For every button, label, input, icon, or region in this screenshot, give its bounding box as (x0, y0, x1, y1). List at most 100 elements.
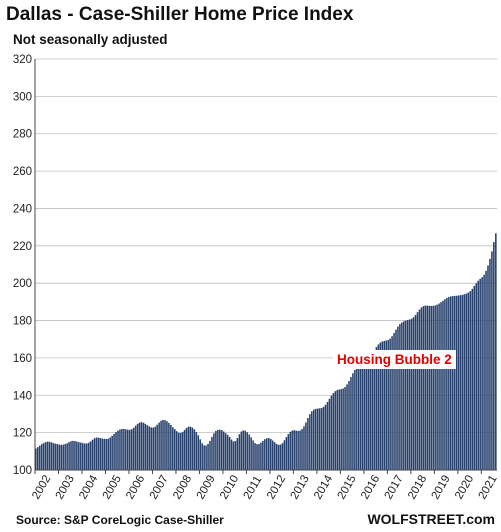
y-tick-label: 300 (13, 91, 32, 103)
data-bar (457, 295, 460, 470)
data-bar (279, 444, 282, 470)
data-bar (324, 404, 327, 470)
data-bar (316, 408, 319, 470)
data-bar (97, 437, 100, 470)
data-bar (36, 447, 39, 470)
annotation-label: Housing Bubble 2 (333, 350, 456, 369)
data-bar (130, 429, 133, 470)
chart-title: Dallas - Case-Shiller Home Price Index (6, 4, 354, 25)
x-tick-label: 2019 (430, 473, 453, 501)
data-bar (369, 357, 372, 470)
data-bar (177, 432, 180, 470)
data-bar (440, 302, 442, 470)
data-bar (254, 443, 256, 470)
data-bar (399, 324, 401, 470)
x-tick-label: 2006 (124, 473, 147, 501)
data-bar (438, 303, 440, 470)
data-bar (115, 432, 117, 470)
data-bar (495, 233, 497, 470)
data-bar (181, 431, 184, 470)
data-bar (312, 409, 315, 470)
data-bar (481, 277, 483, 470)
data-bar (144, 423, 147, 470)
data-bar (428, 305, 431, 470)
data-bar (70, 441, 72, 470)
data-bar (150, 427, 153, 470)
data-bar (117, 430, 119, 470)
data-bar (299, 430, 301, 470)
data-bar (336, 390, 339, 470)
data-bar (185, 427, 188, 470)
data-bar (471, 288, 474, 470)
x-tick-label: 2009 (195, 473, 218, 501)
data-bar (291, 430, 294, 470)
y-tick-label: 260 (13, 166, 32, 178)
data-bar (320, 407, 323, 470)
data-bar (234, 440, 237, 470)
data-bar (448, 297, 450, 470)
data-bar (295, 430, 297, 470)
data-bar (179, 433, 182, 470)
data-bar (430, 305, 433, 470)
data-bar (134, 425, 137, 470)
data-bar (195, 432, 198, 470)
data-bar (146, 425, 149, 470)
data-bar (142, 422, 145, 470)
data-bar (240, 431, 243, 470)
data-bar (487, 265, 489, 470)
data-bar (58, 444, 61, 470)
y-tick-label: 120 (13, 428, 32, 440)
data-bar (60, 444, 63, 470)
data-bar (236, 438, 239, 470)
data-bar (467, 292, 470, 470)
data-bar (105, 438, 108, 470)
data-bar (242, 430, 245, 470)
x-tick-label: 2018 (406, 473, 429, 501)
data-bar (361, 363, 364, 470)
data-bar (136, 423, 139, 470)
data-bar (305, 422, 307, 470)
data-bar (40, 444, 43, 470)
data-bar (401, 322, 403, 470)
x-tick-label: 2002 (30, 473, 53, 501)
chart-subtitle: Not seasonally adjusted (13, 32, 168, 47)
data-bar (473, 285, 476, 470)
data-bar (406, 319, 409, 470)
y-tick-label: 240 (13, 203, 32, 215)
data-bar (365, 361, 368, 470)
data-bar (62, 444, 64, 470)
bars (35, 233, 497, 470)
data-bar (170, 424, 172, 470)
data-bar (432, 305, 434, 470)
data-bar (358, 365, 360, 470)
data-bar (103, 438, 106, 470)
y-tick-label: 140 (13, 390, 32, 402)
data-bar (285, 437, 288, 470)
data-bar (78, 442, 80, 470)
data-bar (199, 439, 202, 470)
data-bar (99, 438, 102, 470)
data-bar (397, 326, 399, 470)
x-tick-label: 2020 (453, 473, 476, 501)
data-bar (377, 344, 380, 470)
data-bar (314, 408, 317, 470)
data-bar (148, 426, 151, 470)
data-bar (356, 367, 358, 470)
data-bar (203, 445, 205, 470)
y-tick-label: 100 (13, 465, 32, 477)
data-bar (266, 438, 268, 470)
data-bar (232, 441, 235, 470)
data-bar (281, 443, 284, 470)
data-bar (173, 429, 176, 470)
y-tick-label: 180 (13, 316, 32, 328)
data-bar (38, 445, 41, 470)
data-bar (211, 436, 213, 470)
data-bar (46, 441, 49, 470)
data-bar (91, 439, 94, 470)
source-note: Source: S&P CoreLogic Case-Shiller (16, 513, 224, 527)
data-bar (475, 283, 478, 470)
data-bar (64, 444, 66, 470)
data-bar (197, 435, 200, 470)
y-tick-label: 160 (13, 353, 32, 365)
